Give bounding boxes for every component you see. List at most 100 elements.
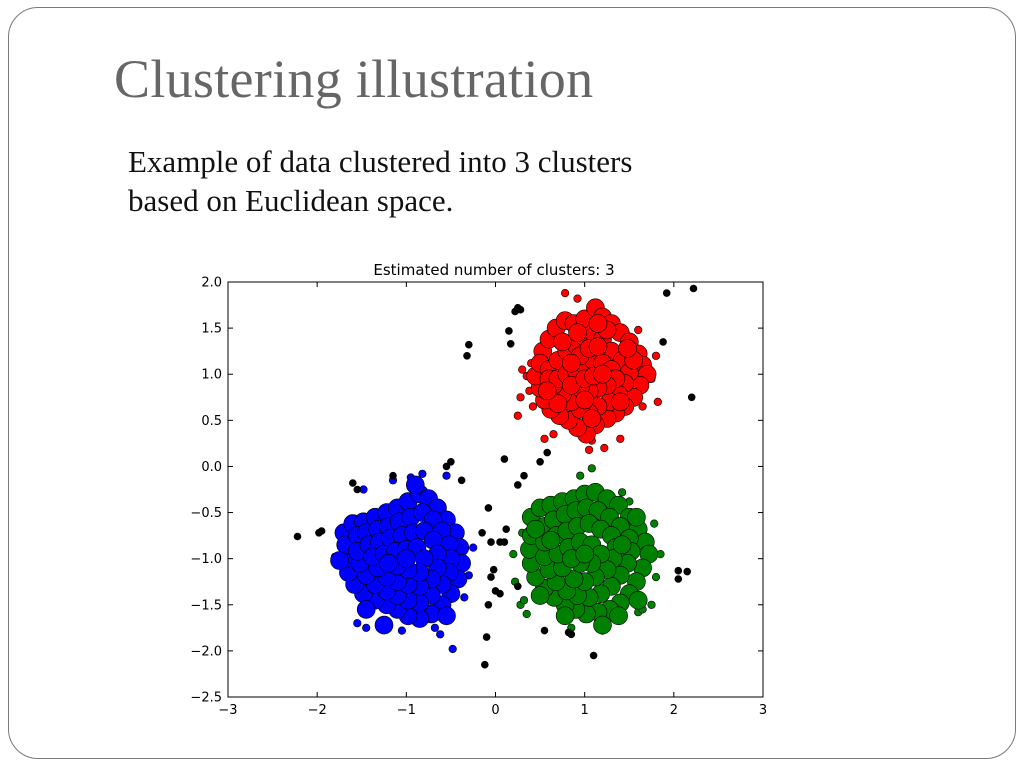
x-tick-label: 3 [759, 703, 767, 718]
y-tick-label: 2.0 [201, 276, 222, 291]
body-line-1: Example of data clustered into 3 cluster… [128, 144, 633, 179]
noise-point [487, 573, 495, 581]
red-edge-point [540, 434, 549, 443]
noise-point [447, 458, 455, 466]
red-cluster-point [561, 353, 581, 373]
noise-point [442, 462, 451, 471]
scatter-chart: Estimated number of clusters: 3 −3 −2 −1 0 1… [190, 261, 767, 718]
noise-point [489, 565, 498, 574]
blue-edge-point [469, 543, 478, 552]
noise-point [502, 525, 511, 534]
chart-title: Estimated number of clusters: 3 [373, 261, 614, 279]
y-tick-label: −1.5 [190, 598, 222, 613]
y-tick-label: 0.0 [201, 460, 222, 475]
green-edge-point [618, 488, 627, 497]
blue-cluster-point [437, 606, 456, 626]
green-cluster-point [530, 586, 550, 605]
red-edge-point [638, 402, 647, 411]
green-cluster-point [593, 615, 612, 635]
red-edge-point [651, 351, 661, 360]
blue-edge-point [448, 644, 457, 654]
green-edge-point [651, 573, 661, 582]
noise-point [482, 633, 491, 641]
noise-point [662, 289, 671, 297]
blue-cluster-point [330, 551, 349, 570]
blue-edge-point [430, 623, 439, 632]
noise-point [496, 589, 504, 598]
red-cluster-point [568, 323, 587, 342]
x-tick-label: −2 [308, 703, 327, 718]
blue-edge-point [460, 593, 469, 602]
red-edge-point [616, 434, 625, 443]
plot-frame [227, 281, 764, 698]
y-tick-label: −1.0 [190, 552, 222, 567]
red-cluster-point [537, 381, 557, 401]
blue-cluster-point [397, 549, 416, 569]
noise-point [484, 504, 493, 512]
green-cluster-point [612, 535, 632, 555]
red-edge-point [518, 365, 527, 374]
y-tick-label: 1.5 [201, 322, 222, 337]
noise-point [500, 455, 509, 463]
red-edge-point [513, 411, 522, 420]
green-edge-point [647, 600, 656, 609]
green-edge-point [509, 550, 518, 559]
green-cluster-point [627, 507, 646, 527]
noise-point [659, 338, 667, 346]
green-edge-point [587, 464, 596, 473]
red-edge-point [653, 397, 662, 406]
noise-point [484, 600, 493, 609]
green-cluster-point [575, 544, 595, 564]
red-edge-point [573, 294, 582, 303]
noise-point [513, 481, 522, 489]
red-cluster-point [593, 364, 612, 384]
noise-point [457, 476, 466, 485]
noise-point [520, 471, 528, 480]
noise-point [674, 575, 683, 583]
x-tick-label: 1 [581, 703, 589, 718]
blue-edge-point [353, 619, 362, 628]
red-edge-point [528, 402, 538, 411]
green-edge-point [650, 519, 659, 528]
y-tick-label: −0.5 [190, 506, 222, 521]
y-tick-label: 1.0 [201, 368, 222, 383]
blue-cluster-point [379, 553, 398, 573]
noise-point [683, 567, 692, 576]
noise-point [487, 538, 495, 546]
blue-edge-point [362, 623, 371, 632]
noise-point [353, 485, 362, 494]
noise-point [589, 651, 598, 660]
noise-point [687, 393, 696, 402]
blue-edge-point [442, 471, 451, 480]
noise-point [463, 352, 471, 360]
green-edge-point [522, 609, 531, 619]
noise-point [536, 458, 544, 466]
noise-point [567, 630, 576, 639]
noise-point [506, 340, 515, 348]
noise-point [505, 327, 513, 335]
green-cluster-point [628, 590, 648, 610]
noise-point [293, 532, 302, 541]
red-cluster-point [553, 332, 572, 352]
blue-cluster-point [356, 600, 376, 619]
red-cluster-point [588, 337, 608, 356]
red-edge-point [585, 445, 594, 454]
slide-title: Clustering illustration [114, 49, 594, 109]
noise-point [543, 448, 552, 457]
red-cluster-point [575, 390, 595, 410]
green-cluster-point [526, 519, 545, 539]
blue-edge-point [418, 469, 427, 478]
blue-edge-point [436, 630, 445, 639]
noise-point [513, 582, 522, 591]
x-tick-label: 0 [491, 703, 499, 718]
noise-point [674, 566, 683, 575]
y-tick-label: −2.0 [190, 644, 222, 659]
green-cluster-point [609, 606, 628, 626]
red-edge-point [561, 288, 570, 298]
noise-point [689, 284, 698, 293]
red-edge-point [516, 393, 525, 402]
green-cluster-point [541, 530, 561, 550]
x-tick-label: 2 [670, 703, 678, 718]
y-tick-label: 0.5 [201, 414, 222, 429]
noise-point [540, 626, 549, 635]
